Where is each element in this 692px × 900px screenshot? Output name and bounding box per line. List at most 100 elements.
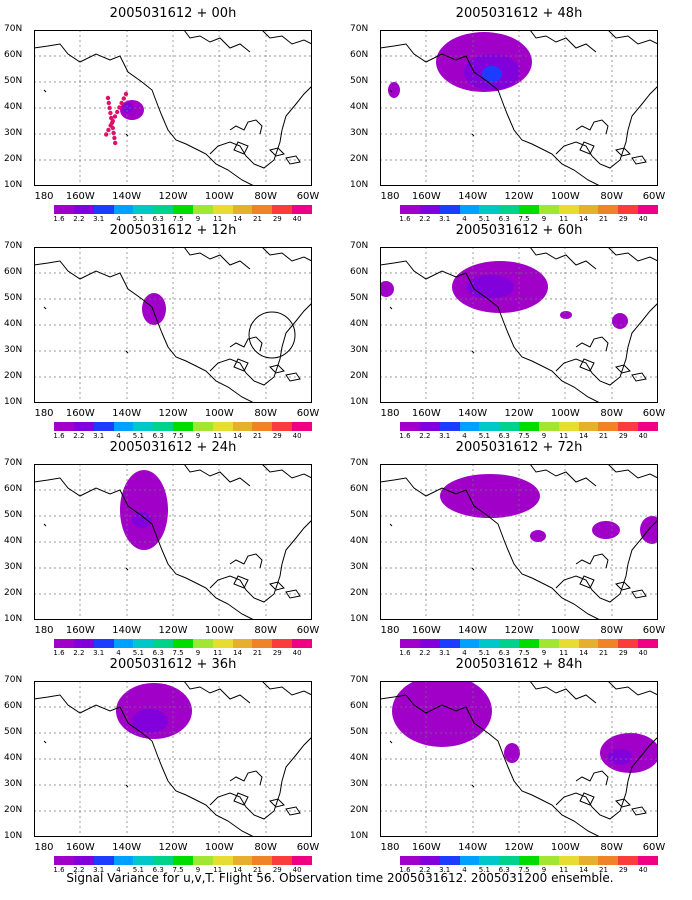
colorbar-label: 40	[292, 215, 302, 223]
colorbar-label: 1.6	[399, 866, 411, 874]
lon-tick-label: 180	[34, 191, 54, 202]
figure-caption: Signal Variance for u,v,T. Flight 56. Ob…	[66, 871, 614, 885]
colorbar-label: 29	[272, 649, 282, 657]
coastline	[281, 519, 312, 565]
colorbar-label: 14	[233, 649, 243, 657]
coastline	[380, 43, 601, 186]
lon-tick-label: 100W	[550, 842, 580, 853]
colorbar-label: 5.1	[478, 215, 490, 223]
lon-tick-label: 80W	[254, 408, 277, 419]
lon-tick-label: 160W	[411, 191, 441, 202]
coastline	[43, 740, 47, 744]
lat-tick-label: 60N	[4, 50, 23, 60]
coastline	[34, 260, 255, 403]
colorbar-label: 7.5	[518, 866, 530, 874]
colorbar-swatch	[419, 856, 440, 865]
lat-tick-label: 40N	[350, 753, 369, 763]
signal-contour	[504, 743, 520, 763]
coastline	[471, 567, 475, 571]
colorbar-swatch	[499, 639, 520, 648]
colorbar-swatch	[499, 856, 520, 865]
colorbar-label: 29	[272, 866, 282, 874]
lon-tick-label: 100W	[550, 625, 580, 636]
coastline	[125, 784, 129, 788]
colorbar-swatch	[618, 856, 639, 865]
colorbar-swatch	[232, 639, 253, 648]
coastline	[627, 519, 658, 565]
colorbar	[54, 856, 312, 865]
lon-tick-label: 80W	[254, 842, 277, 853]
colorbar-swatch	[459, 856, 480, 865]
lon-tick-label: 60W	[642, 408, 666, 419]
colorbar-label: 2.2	[419, 432, 431, 440]
lat-tick-label: 70N	[350, 241, 369, 251]
coastline	[471, 133, 475, 137]
colorbar-label: 21	[598, 215, 608, 223]
lat-tick-label: 30N	[4, 779, 23, 789]
colorbar-swatch	[292, 422, 312, 431]
colorbar-swatch	[638, 639, 658, 648]
lon-tick-label: 140W	[112, 625, 142, 636]
colorbar-label: 21	[252, 215, 262, 223]
colorbar-label: 29	[618, 215, 628, 223]
colorbar-swatch	[618, 639, 639, 648]
coastline	[579, 792, 595, 806]
colorbar-swatch	[93, 422, 114, 431]
coastline	[615, 581, 631, 591]
coastline	[281, 85, 312, 131]
colorbar-label: 7.5	[172, 432, 184, 440]
colorbar	[54, 422, 312, 431]
coastline	[555, 780, 629, 820]
lat-tick-label: 70N	[4, 675, 23, 685]
colorbar-swatch	[538, 422, 559, 431]
lon-tick-label: 140W	[458, 191, 488, 202]
colorbar-label: 1.6	[399, 215, 411, 223]
lat-tick-label: 20N	[350, 371, 369, 381]
lon-tick-label: 120W	[504, 191, 534, 202]
colorbar-swatch	[232, 205, 253, 214]
lat-tick-label: 20N	[350, 588, 369, 598]
colorbar-swatch	[73, 639, 94, 648]
lon-tick-label: 80W	[254, 191, 277, 202]
colorbar-label: 9	[195, 432, 201, 440]
colorbar-swatch	[479, 639, 500, 648]
flight-track-point	[106, 100, 112, 106]
coastline	[631, 806, 647, 816]
coastline	[233, 792, 249, 806]
colorbar-swatch	[212, 639, 233, 648]
coastline	[269, 798, 285, 808]
lat-tick-label: 20N	[350, 805, 369, 815]
colorbar-label: 7.5	[172, 866, 184, 874]
colorbar-swatch	[133, 639, 154, 648]
lat-tick-label: 20N	[4, 154, 23, 164]
colorbar-label: 11	[213, 649, 223, 657]
coastline	[631, 155, 647, 165]
lat-tick-label: 70N	[4, 458, 23, 468]
lat-tick-label: 70N	[4, 24, 23, 34]
lat-tick-label: 30N	[350, 562, 369, 572]
coastline	[631, 589, 647, 599]
lon-tick-label: 140W	[458, 842, 488, 853]
flight-track-point	[121, 96, 127, 101]
colorbar-label: 5.1	[132, 432, 144, 440]
colorbar-swatch	[638, 856, 658, 865]
coastline	[607, 681, 658, 696]
colorbar-swatch	[479, 856, 500, 865]
lat-tick-label: 20N	[4, 805, 23, 815]
coastline	[627, 85, 658, 131]
colorbar-swatch	[519, 422, 539, 431]
colorbar-label: 5.1	[132, 649, 144, 657]
panel-title: 2005031612 + 84h	[455, 657, 583, 672]
colorbar-label: 21	[252, 866, 262, 874]
map-panel: 2005031612 + 24h 70N 60N 50N 40N 30N 20N 10N 180…	[0, 434, 346, 659]
colorbar-swatch	[479, 205, 500, 214]
signal-contour	[608, 749, 632, 765]
map-area	[380, 247, 658, 403]
flight-track-point	[111, 130, 116, 136]
colorbar-swatch	[113, 205, 134, 214]
colorbar-label: 1.6	[53, 432, 65, 440]
colorbar-label: 6.3	[152, 649, 164, 657]
lon-tick-label: 140W	[112, 842, 142, 853]
map-area	[34, 247, 312, 403]
lon-tick-label: 100W	[204, 191, 234, 202]
